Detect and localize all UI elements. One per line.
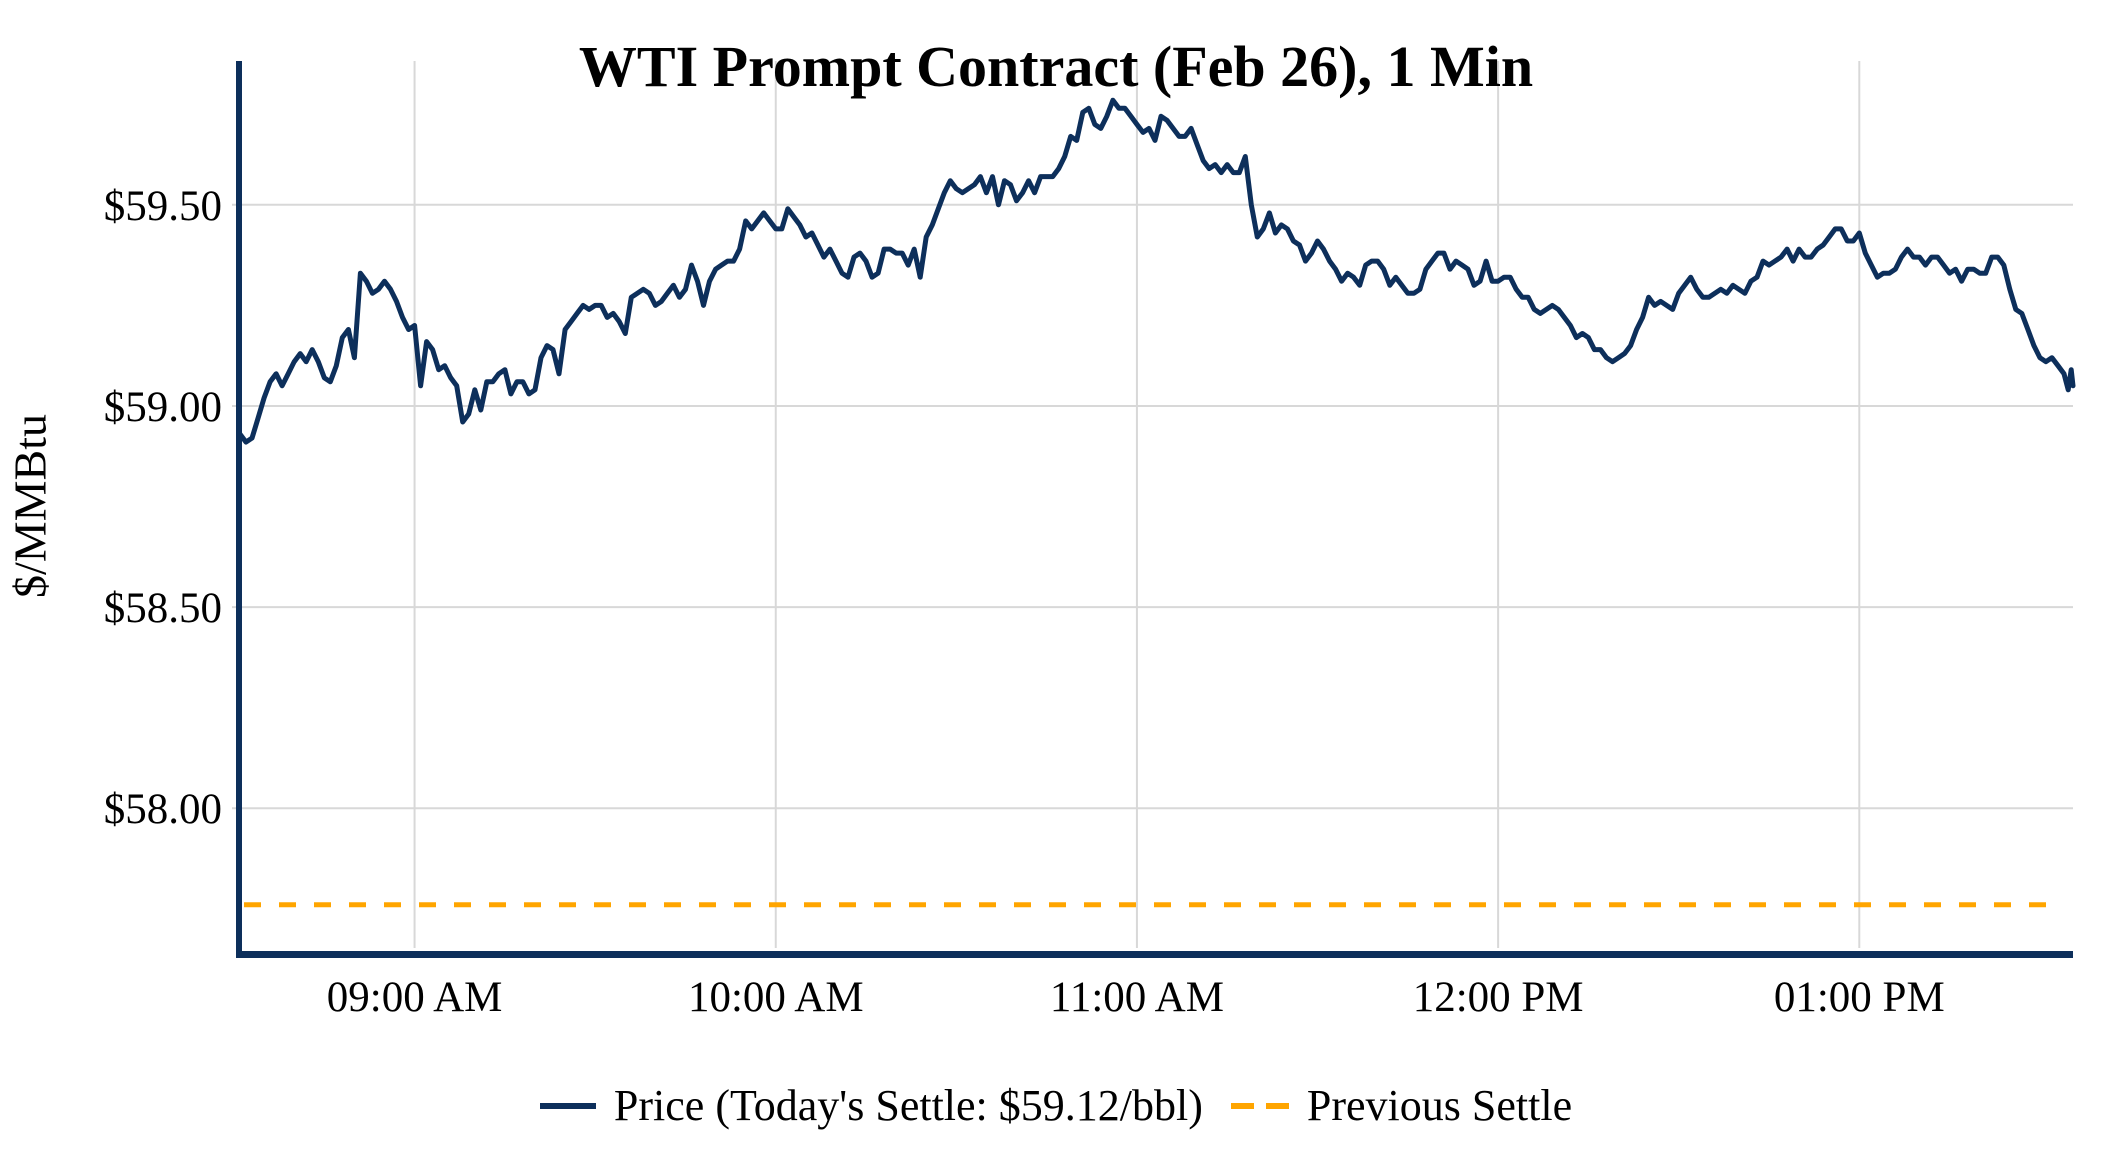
legend-previous-settle-label: Previous Settle	[1306, 1081, 1573, 1130]
chart-title: WTI Prompt Contract (Feb 26), 1 Min	[578, 33, 1534, 99]
legend-previous-settle-swatch	[1230, 1102, 1289, 1109]
legend: Price (Today's Settle: $59.12/bbl) Previ…	[0, 1080, 2112, 1131]
x-tick-label: 09:00 AM	[327, 974, 503, 1021]
y-tick-label: $58.50	[104, 585, 222, 632]
x-tick-label: 11:00 AM	[1050, 974, 1224, 1021]
y-tick-label: $59.00	[104, 384, 222, 431]
x-tick-label: 12:00 PM	[1413, 974, 1584, 1021]
y-axis-title: $/MMBtu	[4, 413, 56, 599]
legend-price-label: Price (Today's Settle: $59.12/bbl)	[613, 1081, 1203, 1130]
y-tick-label: $58.00	[104, 786, 222, 833]
legend-price-swatch	[539, 1102, 596, 1109]
x-tick-label: 01:00 PM	[1774, 974, 1945, 1021]
price-line	[237, 97, 2076, 445]
y-tick-label: $59.50	[104, 183, 222, 230]
x-tick-label: 10:00 AM	[688, 974, 864, 1021]
